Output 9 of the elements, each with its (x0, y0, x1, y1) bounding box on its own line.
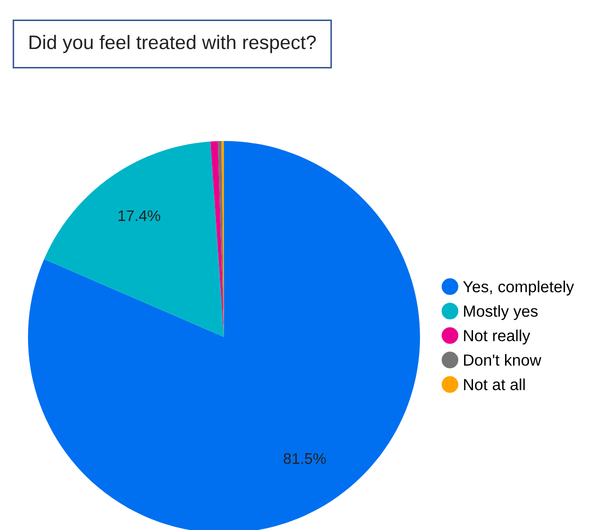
chart-title: Did you feel treated with respect? (30, 34, 316, 54)
legend-label: Mostly yes (464, 305, 538, 320)
legend-label: Yes, completely (463, 280, 574, 296)
legend-label: Don't know (464, 354, 542, 366)
data-label: 17.4% (118, 210, 160, 222)
legend-label: Not at all (464, 378, 525, 390)
pie-slice (44, 141, 224, 337)
data-label: 81.5% (284, 453, 326, 464)
legend-label: Not really (464, 330, 530, 344)
